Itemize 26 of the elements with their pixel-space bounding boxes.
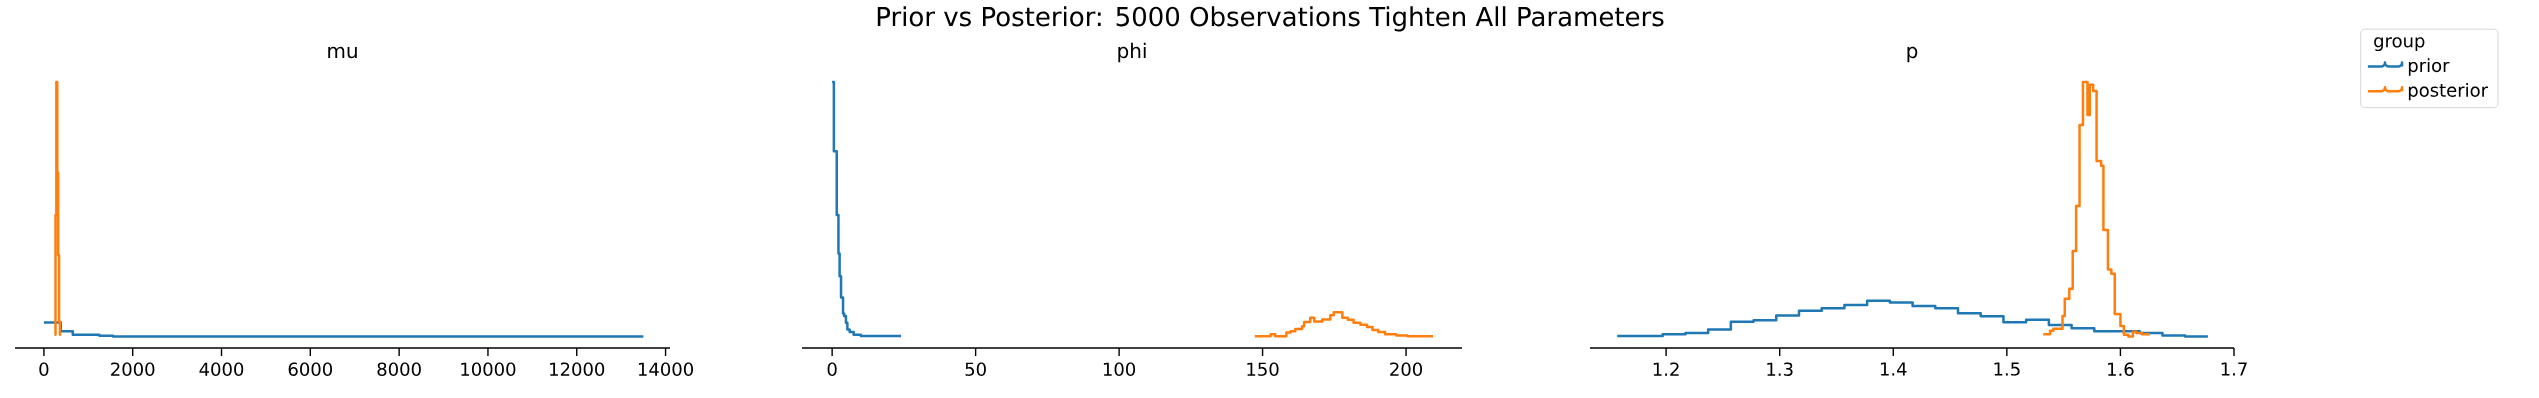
- legend-label: posterior: [2408, 82, 2489, 101]
- chart-title: p: [1907, 46, 1918, 63]
- x-tick-label: 0: [39, 362, 49, 377]
- x-tick-label: 8000: [377, 362, 421, 377]
- x-tick-label: 1.6: [2108, 362, 2134, 377]
- legend-title: group: [2374, 37, 2425, 52]
- x-tick-label: 1.7: [2221, 362, 2247, 376]
- x-tick-label: 1.4: [1880, 362, 1907, 376]
- x-tick-label: 1.3: [1767, 362, 1793, 377]
- x-tick-label: 12000: [550, 362, 605, 377]
- x-tick-label: 150: [1247, 362, 1279, 377]
- text: Prior vs Posterior: 5000 Observations Tighten All Parameters: [877, 6, 1664, 32]
- x-tick-label: 14000: [638, 362, 693, 377]
- x-tick-label: 10000: [461, 362, 516, 377]
- x-tick-label: 1.2: [1653, 362, 1679, 376]
- x-tick-label: 50: [965, 362, 986, 377]
- x-tick-label: 4000: [199, 362, 244, 377]
- x-tick-label: 1.5: [1994, 362, 2020, 376]
- x-tick-label: 200: [1390, 362, 1423, 377]
- x-tick-label: 100: [1103, 362, 1136, 377]
- legend-label: prior: [2408, 58, 2450, 76]
- chart-title: phi: [1118, 42, 1146, 63]
- chart-title: mu: [328, 46, 357, 59]
- x-tick-label: 0: [827, 362, 837, 377]
- x-tick-label: 6000: [288, 362, 333, 377]
- x-tick-label: 2000: [111, 362, 155, 377]
